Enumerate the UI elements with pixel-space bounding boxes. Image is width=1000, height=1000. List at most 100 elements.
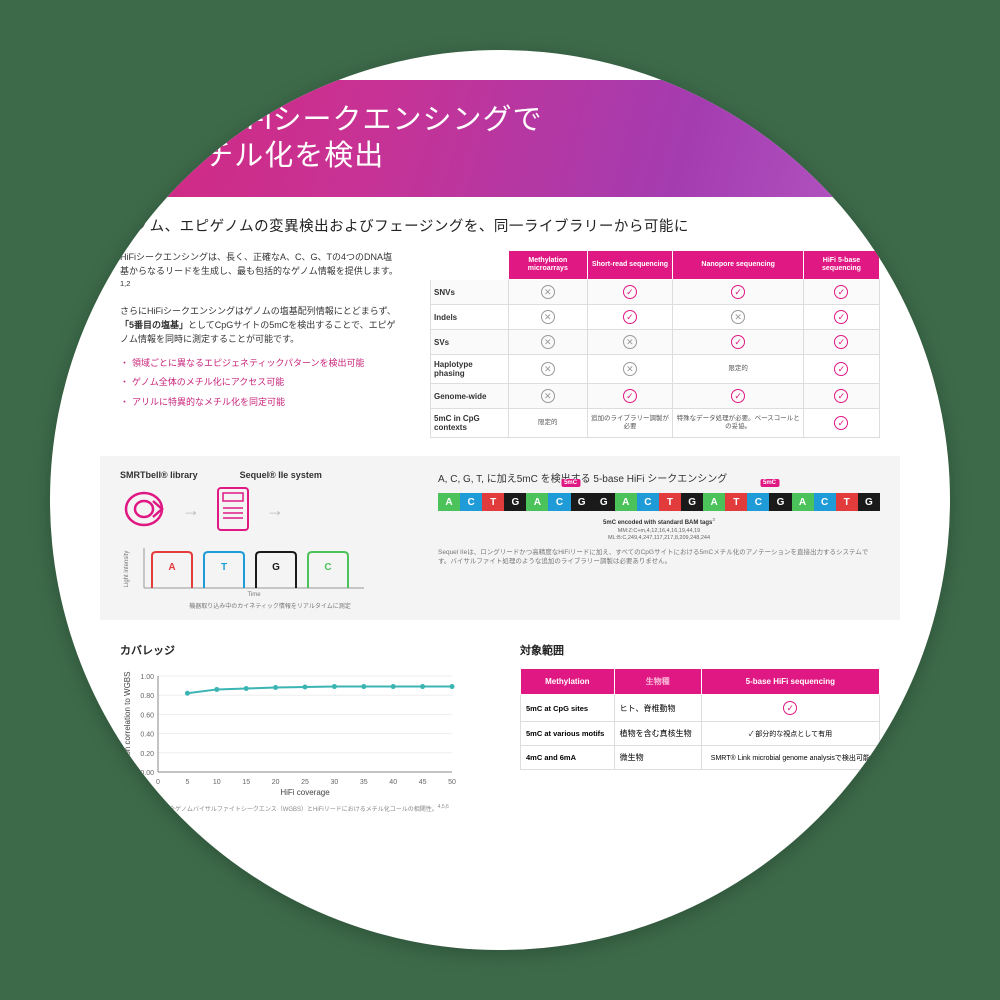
title-banner: 5-Base HiFiシークエンシングで DNAメチル化を検出 bbox=[50, 80, 950, 197]
base-cell: C bbox=[637, 493, 659, 511]
svg-text:0.80: 0.80 bbox=[140, 693, 154, 700]
coverage-footnote: ヒト検体HG002の全ゲノムバイサルファイトシークエンス（WGBS）とHiFiリ… bbox=[120, 804, 480, 815]
x-icon: ✕ bbox=[541, 285, 555, 299]
base-cell: A bbox=[615, 493, 637, 511]
sequencer-icon bbox=[214, 486, 252, 534]
svg-text:0.20: 0.20 bbox=[140, 751, 154, 758]
document-card: 5-Base HiFiシークエンシングで DNAメチル化を検出 ゲノム、エピゲノ… bbox=[50, 50, 950, 950]
svg-text:15: 15 bbox=[242, 779, 250, 786]
5mc-badge: 5mC bbox=[561, 479, 580, 487]
pacbio-logo: PacBi bbox=[793, 864, 865, 890]
comparison-table-wrap: Methylation microarraysShort-read sequen… bbox=[430, 250, 880, 439]
base-cell: T bbox=[659, 493, 681, 511]
check-icon: ✓ bbox=[834, 335, 848, 349]
scope-header: Methylation bbox=[521, 669, 615, 695]
x-icon: ✕ bbox=[541, 310, 555, 324]
lib-label: SMRTbell® library bbox=[120, 470, 198, 480]
scope-heading: 対象範囲 bbox=[520, 642, 880, 658]
svg-text:0.60: 0.60 bbox=[140, 713, 154, 720]
base-cell: G bbox=[504, 493, 526, 511]
check-icon: ✓ bbox=[834, 416, 848, 430]
x-icon: ✕ bbox=[541, 389, 555, 403]
arrow-icon: → bbox=[182, 500, 200, 521]
cmp-header: HiFi 5-base sequencing bbox=[803, 250, 879, 280]
cmp-header: Short-read sequencing bbox=[587, 250, 673, 280]
svg-text:Light intensity: Light intensity bbox=[124, 551, 130, 588]
coverage-section: カバレッジ 0.000.200.400.600.801.000510152025… bbox=[120, 642, 480, 815]
sequence-strip: ACTGACGGACTGATCGACTG5mC5mC bbox=[438, 493, 880, 511]
base-cell: G bbox=[593, 493, 615, 511]
svg-text:G: G bbox=[272, 562, 280, 573]
cmp-header: Nanopore sequencing bbox=[673, 250, 804, 280]
svg-text:30: 30 bbox=[331, 779, 339, 786]
intro-bullets: 領域ごとに異なるエピジェネティックパターンを検出可能ゲノム全体のメチル化にアクセ… bbox=[120, 356, 400, 409]
check-icon: ✓ bbox=[623, 285, 637, 299]
table-row: SVs✕✕✓✓ bbox=[431, 330, 880, 355]
intro-bullet: ゲノム全体のメチル化にアクセス可能 bbox=[120, 375, 400, 389]
svg-text:0: 0 bbox=[156, 779, 160, 786]
kinetics-chart: TimeLight intensityATGC bbox=[120, 542, 420, 597]
5mc-badge: 5mC bbox=[760, 479, 779, 487]
base-cell: A bbox=[703, 493, 725, 511]
table-row: 5mC in CpG contexts限定的追加のライブラリー調製が必要特殊なデ… bbox=[431, 409, 880, 438]
svg-text:0.40: 0.40 bbox=[140, 732, 154, 739]
table-row: 5mC at CpG sitesヒト、脊椎動物✓ bbox=[521, 695, 880, 722]
check-icon: ✓ bbox=[834, 389, 848, 403]
check-icon: ✓ bbox=[731, 389, 745, 403]
table-row: Haplotype phasing✕✕限定的✓ bbox=[431, 355, 880, 384]
table-row: Indels✕✓✕✓ bbox=[431, 305, 880, 330]
page: 5-Base HiFiシークエンシングで DNAメチル化を検出 ゲノム、エピゲノ… bbox=[50, 50, 950, 950]
table-row: 4mC and 6mA微生物SMRT® Link microbial genom… bbox=[521, 746, 880, 770]
intro-p1: HiFiシークエンシングは、長く、正確なA、C、G、Tの4つのDNA塩基からなる… bbox=[120, 250, 400, 295]
scope-header: 生物種 bbox=[614, 669, 701, 695]
workflow-right: A, C, G, T, に加え5mC を検出する 5-base HiFi シーク… bbox=[438, 470, 880, 610]
x-icon: ✕ bbox=[731, 310, 745, 324]
check-icon: ✓ bbox=[731, 335, 745, 349]
check-icon: ✓ bbox=[783, 701, 797, 715]
svg-text:T: T bbox=[221, 562, 227, 573]
coverage-chart: 0.000.200.400.600.801.000510152025303540… bbox=[120, 668, 460, 798]
base-cell: T bbox=[725, 493, 747, 511]
intro-p2: さらにHiFiシークエンシングはゲノムの塩基配列情報にとどまらず、「5番目の塩基… bbox=[120, 304, 400, 347]
scope-header: 5-base HiFi sequencing bbox=[701, 669, 879, 695]
table-row: 5mC at various motifs植物を含む真核生物✓ 部分的な視点とし… bbox=[521, 722, 880, 746]
arrow-icon: → bbox=[266, 500, 284, 521]
page-title: 5-Base HiFiシークエンシングで DNAメチル化を検出 bbox=[110, 102, 890, 175]
base-cell: A bbox=[526, 493, 548, 511]
table-row: Genome-wide✕✓✓✓ bbox=[431, 384, 880, 409]
base-cell: T bbox=[836, 493, 858, 511]
check-icon: ✓ bbox=[623, 389, 637, 403]
x-icon: ✕ bbox=[541, 362, 555, 376]
svg-text:50: 50 bbox=[448, 779, 456, 786]
table-row: SNVs✕✓✓✓ bbox=[431, 280, 880, 305]
base-cell: G bbox=[769, 493, 791, 511]
cmp-header bbox=[431, 250, 509, 280]
intro-row: HiFiシークエンシングは、長く、正確なA、C、G、Tの4つのDNA塩基からなる… bbox=[120, 250, 880, 439]
svg-text:20: 20 bbox=[272, 779, 280, 786]
svg-text:5: 5 bbox=[185, 779, 189, 786]
svg-text:25: 25 bbox=[301, 779, 309, 786]
base-cell: A bbox=[792, 493, 814, 511]
bottom-row: カバレッジ 0.000.200.400.600.801.000510152025… bbox=[120, 642, 880, 815]
base-cell: A bbox=[438, 493, 460, 511]
svg-text:0.00: 0.00 bbox=[140, 770, 154, 777]
x-icon: ✕ bbox=[623, 362, 637, 376]
svg-text:45: 45 bbox=[419, 779, 427, 786]
base-cell: C bbox=[548, 493, 570, 511]
check-icon: ✓ bbox=[834, 310, 848, 324]
svg-text:C: C bbox=[324, 562, 331, 573]
check-icon: ✓ bbox=[623, 310, 637, 324]
kinetics-caption: 機器取り込み中のカイネティック情報をリアルタイムに測定 bbox=[120, 601, 420, 610]
base-cell: G bbox=[858, 493, 880, 511]
base-cell: C bbox=[460, 493, 482, 511]
scope-section: 対象範囲 Methylation生物種5-base HiFi sequencin… bbox=[520, 642, 880, 815]
svg-text:40: 40 bbox=[389, 779, 397, 786]
svg-text:1.00: 1.00 bbox=[140, 674, 154, 681]
base-cell: C bbox=[814, 493, 836, 511]
base-cell: G bbox=[681, 493, 703, 511]
intro-bullet: 領域ごとに異なるエピジェネティックパターンを検出可能 bbox=[120, 356, 400, 370]
cmp-header: Methylation microarrays bbox=[509, 250, 587, 280]
logo-dot-icon bbox=[850, 870, 865, 885]
svg-text:10: 10 bbox=[213, 779, 221, 786]
check-icon: ✓ bbox=[731, 285, 745, 299]
